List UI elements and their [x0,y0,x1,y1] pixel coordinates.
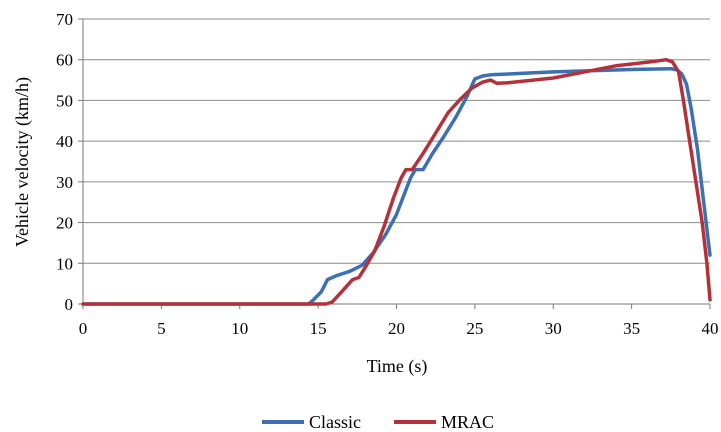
series-line-mrac [81,57,712,306]
series-line-classic [81,66,712,306]
x-tick-label: 15 [310,319,327,338]
x-tick-label: 30 [545,319,562,338]
series-lines [81,57,712,306]
x-tick-label: 10 [231,319,248,338]
x-tick-label: 25 [466,319,483,338]
legend-label-classic: Classic [309,412,361,432]
y-axis-title: Vehicle velocity (km/h) [12,77,33,247]
y-tick-label: 70 [56,10,73,29]
axes [78,18,711,309]
y-tick-label: 10 [56,254,73,273]
y-tick-label: 60 [56,51,73,70]
y-tick-label: 20 [56,214,73,233]
x-tick-label: 0 [79,319,88,338]
x-tick-label: 5 [157,319,166,338]
y-tick-label: 0 [65,295,74,314]
x-axis-title: Time (s) [367,356,428,377]
x-tick-label: 35 [623,319,640,338]
x-tick-label: 40 [702,319,719,338]
y-tick-label: 50 [56,91,73,110]
x-tick-label: 20 [388,319,405,338]
gridlines [83,18,710,264]
tick-labels: 0 10 20 30 40 50 60 70 0 5 10 15 20 25 30 35 40 [56,10,719,338]
legend: Classic MRAC [262,412,494,432]
legend-label-mrac: MRAC [441,412,494,432]
y-tick-label: 30 [56,173,73,192]
y-tick-label: 40 [56,132,73,151]
